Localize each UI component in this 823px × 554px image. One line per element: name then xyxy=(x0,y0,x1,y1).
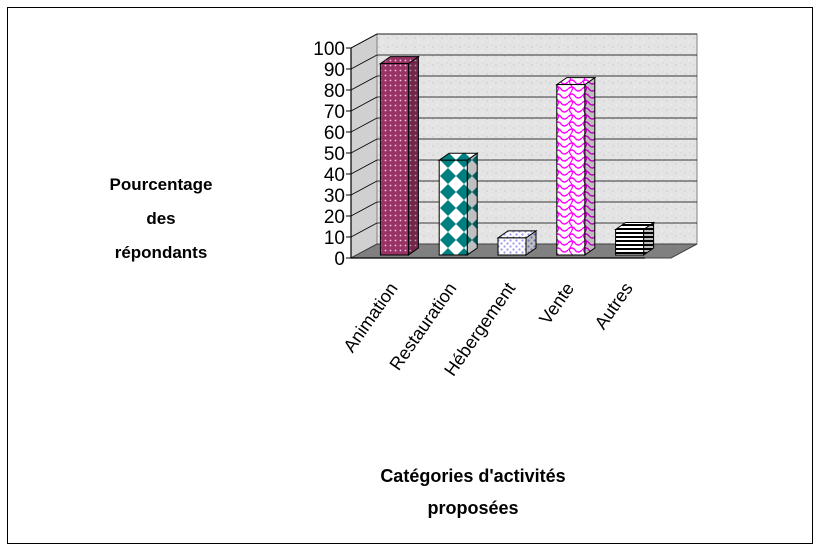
gridline-side xyxy=(350,33,378,49)
gridline-side xyxy=(350,54,378,70)
y-axis-label: Pourcentage des répondants xyxy=(86,168,236,270)
x-axis-label-line-2: proposées xyxy=(427,498,519,518)
bar-hébergement xyxy=(496,229,538,256)
gridline-side xyxy=(350,180,378,196)
bar-side-shade xyxy=(643,222,654,255)
bar-front-face xyxy=(556,84,586,256)
bar-side-shade xyxy=(467,153,478,255)
x-axis-label: Catégories d'activités proposées xyxy=(348,460,598,524)
y-tick-label: 20 xyxy=(324,207,345,228)
bar-side-shade xyxy=(408,56,419,255)
y-tick-label: 40 xyxy=(324,165,345,186)
y-tick-label: 30 xyxy=(324,186,345,207)
gridline-side xyxy=(350,96,378,112)
y-axis-label-line-1: Pourcentage xyxy=(109,175,213,194)
gridline-side xyxy=(350,222,378,238)
y-tick-label: 80 xyxy=(324,81,345,102)
bar-front-face xyxy=(379,63,409,256)
y-tick-label: 60 xyxy=(324,123,345,144)
x-tick-label-vente: Vente xyxy=(535,279,578,328)
chart-frame: 0 10 20 30 40 50 60 70 80 90 100 Animation Restaurat… xyxy=(7,7,813,544)
bar-side-shade xyxy=(584,77,595,255)
bar-front-face xyxy=(615,229,645,256)
y-tick-label: 0 xyxy=(334,249,345,270)
gridline-side xyxy=(350,201,378,217)
bar-front-face xyxy=(438,159,468,256)
y-tick-label: 10 xyxy=(324,228,345,249)
y-tick-label: 90 xyxy=(324,60,345,81)
y-tick-label: 100 xyxy=(313,39,345,60)
y-axis-label-line-2: des xyxy=(146,209,176,228)
x-tick-label-animation: Animation xyxy=(339,279,401,356)
x-axis-label-line-1: Catégories d'activités xyxy=(380,466,566,486)
bar-autres xyxy=(614,221,656,256)
gridline-side xyxy=(350,75,378,91)
bar-vente xyxy=(555,76,597,256)
y-axis-label-line-3: répondants xyxy=(114,243,208,262)
gridline-side xyxy=(350,138,378,154)
x-tick-label-autres: Autres xyxy=(591,279,637,333)
bar-side-shade xyxy=(526,230,536,255)
y-tick-label: 70 xyxy=(324,102,345,123)
bar-animation xyxy=(378,55,420,256)
bar-restauration xyxy=(437,152,479,256)
gridline-side xyxy=(350,117,378,133)
gridline-side xyxy=(350,159,378,175)
bar-front-face xyxy=(497,237,527,256)
y-tick-label: 50 xyxy=(324,144,345,165)
bar-chart: 0102030405060708090100AnimationRestaurat… xyxy=(313,33,698,380)
